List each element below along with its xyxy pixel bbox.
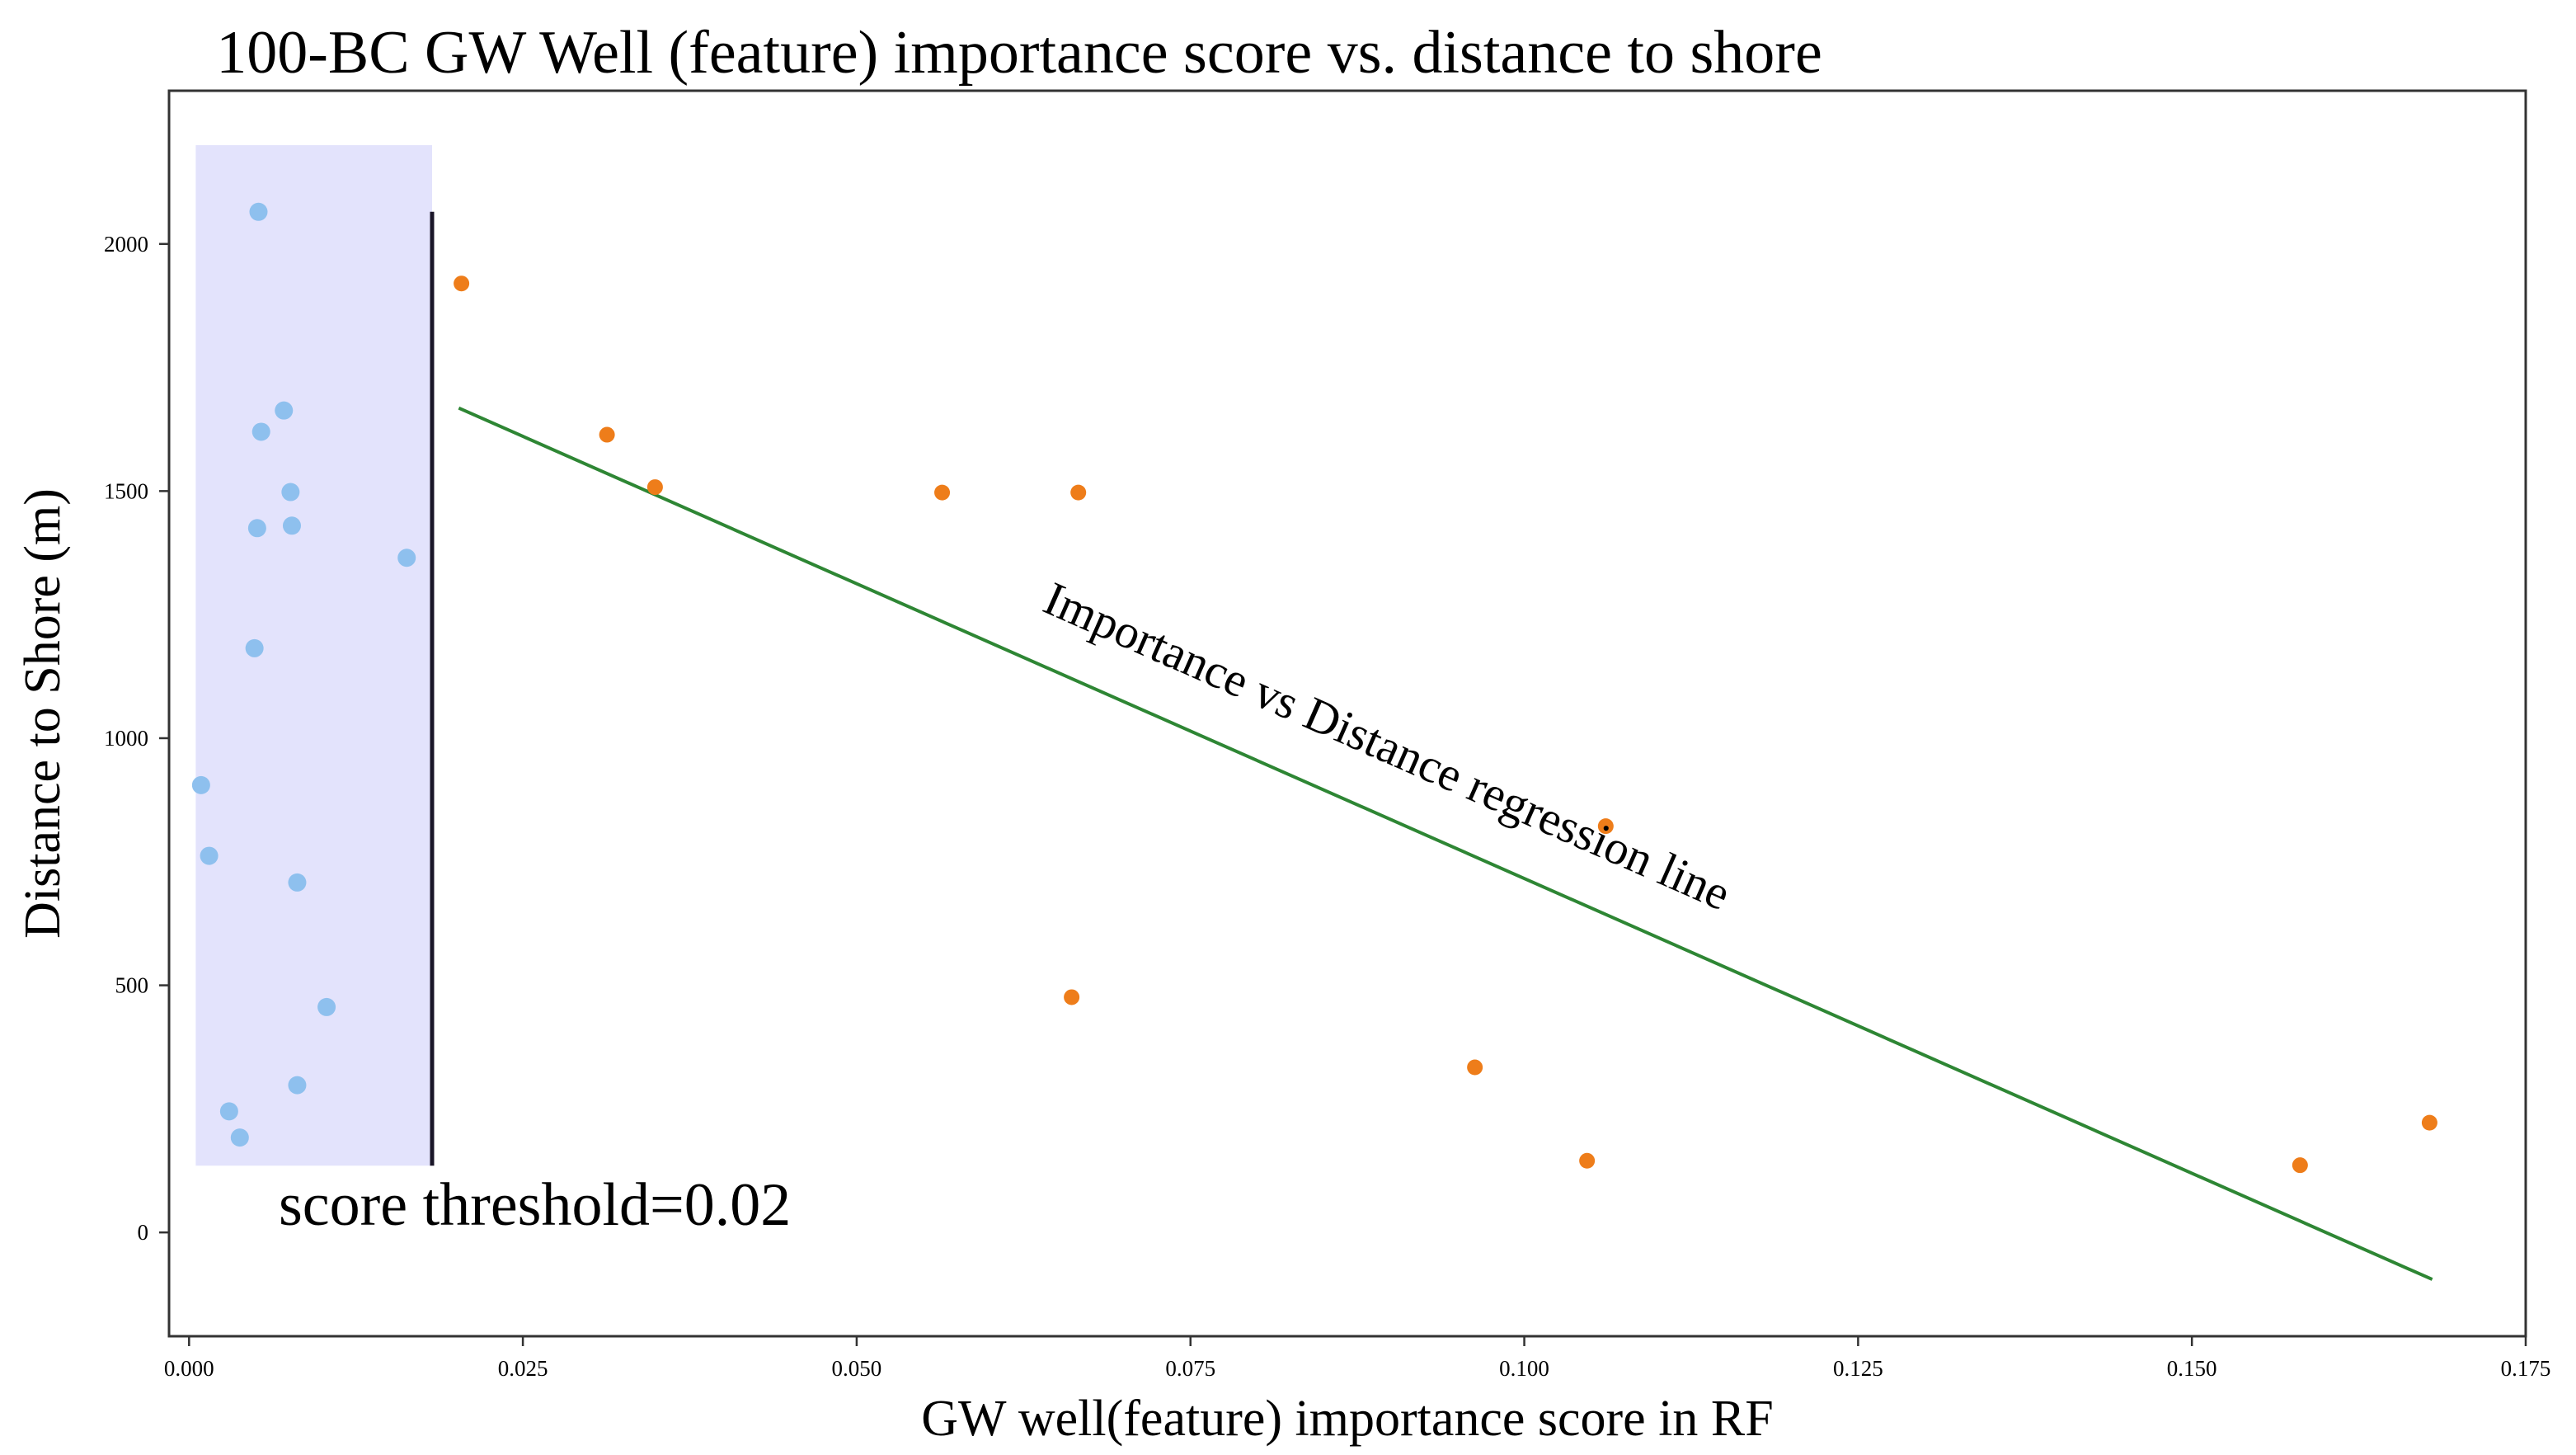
data-point [281, 483, 300, 501]
data-point [317, 997, 336, 1016]
data-point [1597, 818, 1614, 835]
regression-line [458, 406, 2433, 1281]
data-point [275, 401, 294, 420]
data-point [1064, 989, 1080, 1005]
y-tick-label: 1000 [104, 726, 148, 751]
y-tick-label: 2000 [104, 232, 148, 257]
x-tick-label: 0.150 [2167, 1356, 2217, 1381]
data-point [934, 484, 951, 501]
x-axis-ticks: 0.000 0.025 0.050 0.075 0.100 0.125 0.150 0.175 [164, 1336, 2550, 1381]
y-tick-label: 1500 [104, 478, 148, 503]
y-axis-ticks: 0 500 1000 1500 2000 [104, 232, 169, 1245]
data-point [2421, 1114, 2437, 1131]
data-point [646, 479, 663, 496]
x-tick-label: 0.050 [832, 1356, 882, 1381]
x-tick-label: 0.175 [2501, 1356, 2551, 1381]
data-point [200, 846, 219, 865]
data-point [249, 202, 268, 221]
y-axis-label: Distance to Shore (m) [15, 488, 71, 939]
x-tick-label: 0.100 [1499, 1356, 1549, 1381]
data-point [1579, 1152, 1596, 1169]
plot-area: Importance vs Distance regression line sc… [191, 144, 2437, 1281]
data-point [191, 775, 210, 794]
data-point [454, 275, 470, 292]
data-point [599, 426, 615, 443]
threshold-band [195, 144, 432, 1166]
data-point [2292, 1157, 2308, 1174]
threshold-label: score threshold=0.02 [279, 1171, 791, 1239]
x-tick-label: 0.125 [1833, 1356, 1883, 1381]
data-point [1467, 1059, 1483, 1076]
data-point [247, 519, 266, 538]
x-tick-label: 0.025 [498, 1356, 548, 1381]
plot-frame [167, 89, 2527, 1338]
y-tick-label: 0 [138, 1220, 149, 1245]
data-point [230, 1128, 249, 1147]
data-point [288, 1076, 307, 1095]
data-point [397, 549, 416, 567]
regression-line-label: Importance vs Distance regression line [1037, 571, 1738, 921]
y-tick-label: 500 [115, 973, 149, 998]
data-point [251, 422, 270, 441]
x-tick-label: 0.075 [1165, 1356, 1215, 1381]
data-point [245, 638, 264, 657]
data-point [282, 516, 301, 535]
data-point [288, 873, 307, 892]
x-tick-label: 0.000 [164, 1356, 214, 1381]
data-point [219, 1102, 238, 1121]
data-point [1070, 484, 1087, 501]
x-axis-label: GW well(feature) importance score in RF [921, 1391, 1774, 1447]
chart-title: 100-BC GW Well (feature) importance scor… [216, 19, 1822, 87]
